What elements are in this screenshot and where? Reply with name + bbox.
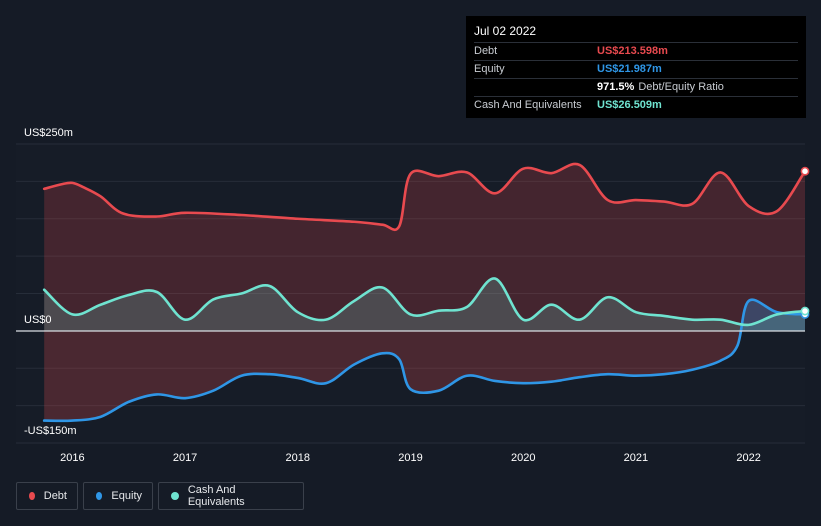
end-markers [800, 166, 810, 319]
x-tick-label: 2020 [511, 452, 535, 464]
tooltip-value: US$21.987m [597, 63, 662, 75]
tooltip-value: US$26.509m [597, 99, 662, 111]
series-areas [44, 163, 806, 421]
tooltip-ratio-label: Debt/Equity Ratio [638, 81, 724, 93]
cash-dot-icon [171, 492, 179, 500]
x-tick-label: 2022 [736, 452, 760, 464]
series-line-debt [42, 162, 807, 231]
tooltip-label [474, 79, 597, 96]
area-cash-and-equivalents-positive [44, 278, 806, 331]
tooltip-date: Jul 02 2022 [474, 24, 537, 38]
x-tick-labels: 2016 2017 2018 2019 2020 2021 2022 [60, 452, 761, 464]
tooltip-value: 971.5% [597, 81, 635, 93]
x-tick-label: 2016 [60, 452, 84, 464]
series-line-cash-and-equivalents [42, 277, 807, 327]
legend-item-cash[interactable]: Cash And Equivalents [158, 482, 304, 510]
legend-label: Cash And Equivalents [187, 484, 245, 508]
end-marker-debt [800, 166, 810, 176]
legend-item-debt[interactable]: Debt [16, 482, 78, 510]
end-marker-cash-and-equivalents [800, 306, 810, 316]
legend-item-equity[interactable]: Equity [83, 482, 153, 510]
x-tick-label: 2017 [173, 452, 197, 464]
tooltip-row-equity: Equity US$21.987m [474, 60, 798, 78]
debt-dot-icon [29, 492, 35, 500]
y-tick-label: US$0 [24, 314, 52, 326]
y-tick-labels: US$250m US$0 -US$150m [24, 127, 77, 437]
tooltip-row-ratio: 971.5% Debt/Equity Ratio [474, 78, 798, 96]
legend-label: Equity [111, 490, 142, 502]
y-tick-label: US$250m [24, 127, 73, 139]
area-debt-positive [44, 163, 806, 331]
series-lines [42, 162, 807, 423]
tooltip: Jul 02 2022 Debt US$213.598m Equity US$2… [466, 16, 806, 118]
area-equity-negative [44, 331, 741, 421]
y-tick-label: -US$150m [24, 425, 77, 437]
tooltip-label: Equity [474, 63, 505, 75]
legend-label: Debt [43, 490, 67, 502]
tooltip-label: Cash And Equivalents [474, 99, 582, 111]
x-tick-label: 2021 [624, 452, 648, 464]
tooltip-row-debt: Debt US$213.598m [474, 42, 798, 60]
equity-dot-icon [96, 492, 103, 500]
x-tick-label: 2019 [398, 452, 422, 464]
tooltip-label: Debt [474, 45, 498, 57]
tooltip-row-cash: Cash And Equivalents US$26.509m [474, 96, 798, 114]
tooltip-value: US$213.598m [597, 45, 668, 57]
series-line-equity [42, 298, 807, 423]
x-tick-label: 2018 [286, 452, 310, 464]
